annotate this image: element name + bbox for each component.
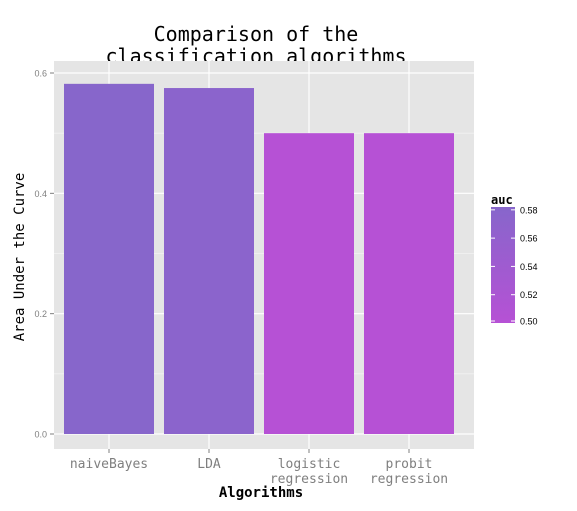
legend-colorbar [491,207,515,323]
x-tick-label: LDA [197,457,221,472]
y-tick-label: 0.2 [34,309,47,319]
legend-title: auc [491,193,513,207]
bar [164,88,254,435]
bar [264,133,354,434]
bar [64,83,154,434]
bar [364,133,454,434]
x-tick-label: probit regression [370,457,448,487]
y-tick-label: 0.4 [34,189,47,199]
y-axis-ticks: 0.0 0.2 0.4 0.6 [34,69,54,440]
y-tick-label: 0.0 [34,430,47,440]
x-axis-label: Algorithms [219,485,303,501]
legend-tick-label: 0.54 [520,262,538,272]
x-tick-label: naiveBayes [70,457,148,472]
chart-title-line: Comparison of the [154,22,359,46]
legend-tick-label: 0.50 [520,317,538,327]
legend: auc 0.58 0.56 0.54 0.52 0.50 [491,193,538,327]
y-tick-label: 0.6 [34,69,47,79]
x-tick-label: logistic regression [270,457,348,487]
legend-tick-label: 0.56 [520,234,538,244]
y-axis-label: Area Under the Curve [12,173,28,342]
legend-tick-label: 0.52 [520,290,538,300]
bars [64,83,454,435]
x-axis-ticks: naiveBayes LDA logistic regression probit reg… [70,449,448,487]
legend-tick-label: 0.58 [520,205,538,215]
